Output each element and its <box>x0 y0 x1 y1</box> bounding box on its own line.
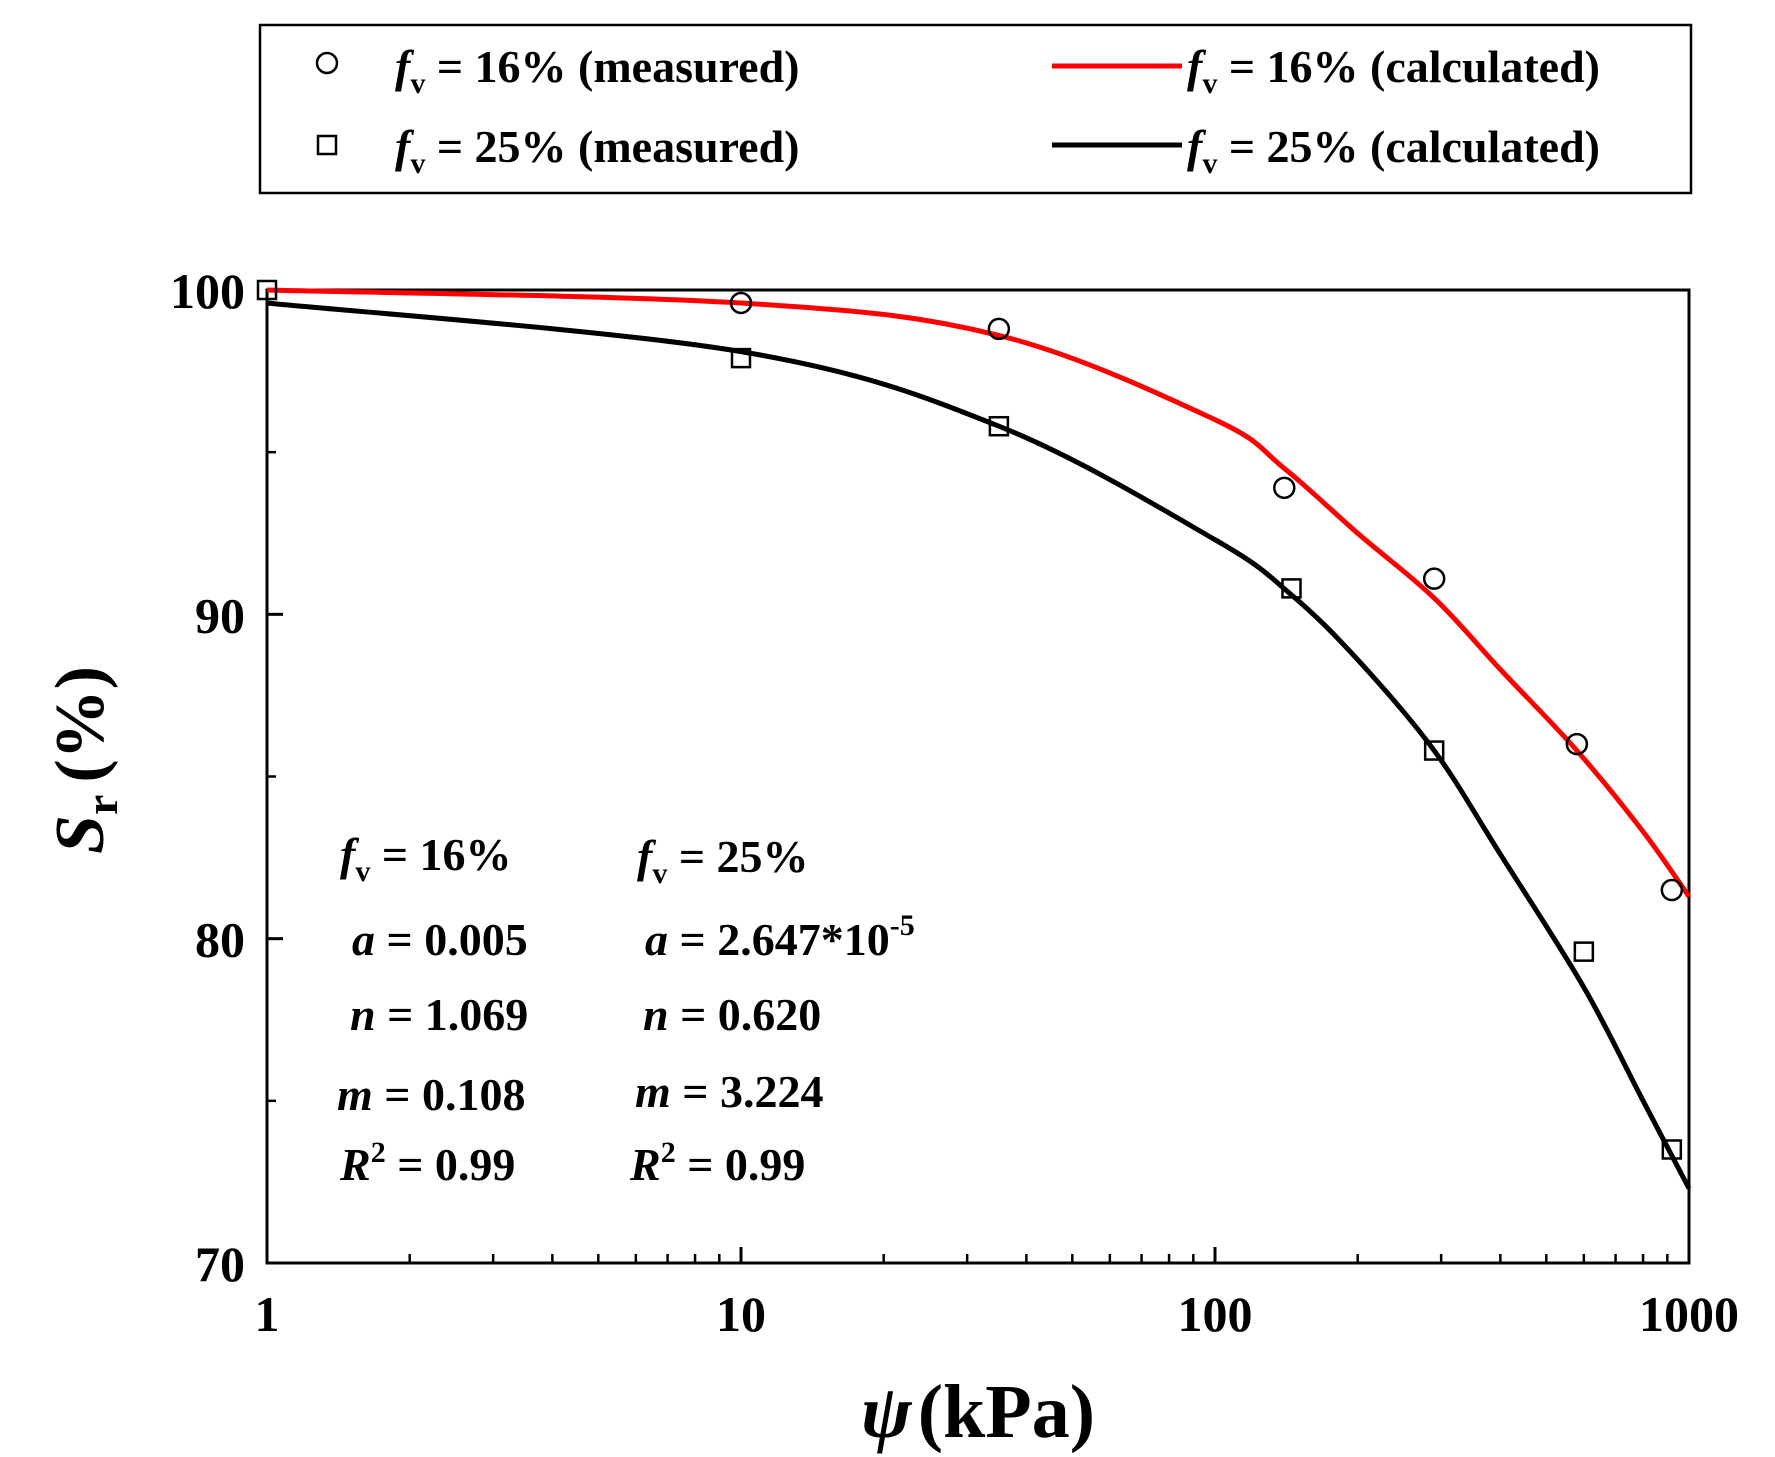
point-fv16-measured <box>1565 732 1589 756</box>
markers <box>256 279 1684 1160</box>
legend-label-fv25-calculated: fv = 25% (calculated) <box>1187 121 1600 180</box>
y-axis-title: Sr(%) <box>42 666 127 854</box>
point-fv16-measured <box>729 291 753 315</box>
x-tick-label: 100 <box>1178 1286 1253 1342</box>
annotation-fv25-header: fv = 25% <box>637 831 809 890</box>
point-fv25-measured <box>1573 941 1595 962</box>
curves <box>266 287 1692 1190</box>
line-fv25-calculated <box>266 300 1692 1190</box>
point-fv25-measured <box>256 279 278 301</box>
legend-label-fv16-measured: fv = 16% (measured) <box>395 41 799 100</box>
point-fv25-measured <box>730 347 752 369</box>
point-fv16-measured <box>1422 567 1446 590</box>
x-tick-label: 10 <box>716 1286 766 1342</box>
annotation-fv16-m: m = 0.108 <box>337 1069 526 1120</box>
legend-label-fv16-calculated: fv = 16% (calculated) <box>1187 41 1600 100</box>
legend-box <box>258 23 1693 195</box>
legend-label-fv25-measured: fv = 25% (measured) <box>395 121 799 180</box>
legend-marker-square <box>316 134 338 156</box>
annotation-fv25-a: a = 2.647*10-5 <box>645 909 915 965</box>
point-fv16-measured <box>1273 476 1296 500</box>
point-fv16-measured <box>987 317 1011 341</box>
point-fv25-measured <box>1423 740 1445 761</box>
annotation-fv16-r2: R2 = 0.99 <box>339 1136 515 1190</box>
tick-labels: 1 10 100 1000 70 80 90 100 <box>170 263 1739 1342</box>
point-fv25-measured <box>1661 1139 1683 1160</box>
annotation-fv25: fv = 25% a = 2.647*10-5 n = 0.620 m = 3.… <box>629 831 915 1190</box>
annotation-fv25-r2: R2 = 0.99 <box>629 1136 805 1190</box>
x-tick-label: 1 <box>255 1286 280 1342</box>
ticks <box>265 288 1691 1265</box>
line-fv16-calculated <box>266 287 1692 898</box>
point-fv25-measured <box>1281 578 1302 599</box>
y-tick-label: 90 <box>195 587 245 643</box>
annotation-fv16-header: fv = 16% <box>340 829 512 888</box>
annotation-fv16-n: n = 1.069 <box>350 989 528 1040</box>
annotation-fv16-a: a = 0.005 <box>352 914 528 965</box>
annotation-fv25-n: n = 0.620 <box>643 989 821 1040</box>
point-fv16-measured <box>1660 878 1684 902</box>
x-axis-title: ψ(kPa) <box>861 1370 1095 1454</box>
legend: fv = 16% (measured) fv = 16% (calculated… <box>258 23 1693 195</box>
annotation-fv25-m: m = 3.224 <box>635 1066 824 1117</box>
y-tick-label: 70 <box>195 1236 245 1292</box>
x-tick-label: 1000 <box>1639 1286 1739 1342</box>
annotation-fv16: fv = 16% a = 0.005 n = 1.069 m = 0.108 R… <box>337 829 528 1190</box>
legend-marker-circle <box>315 51 339 75</box>
y-tick-label: 80 <box>195 912 245 968</box>
point-fv25-measured <box>988 415 1010 437</box>
y-tick-label: 100 <box>170 263 245 319</box>
